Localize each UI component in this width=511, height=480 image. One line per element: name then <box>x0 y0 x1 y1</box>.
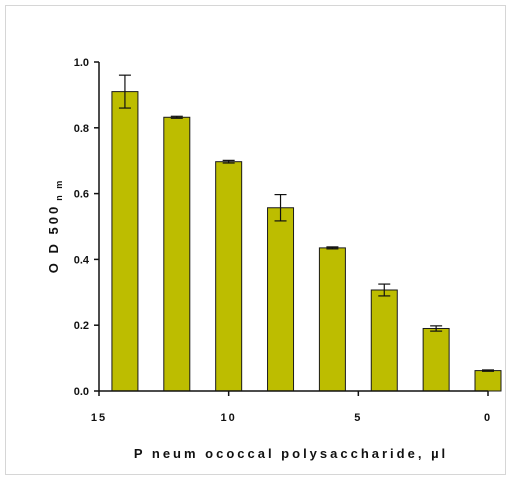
bar-5 <box>370 289 398 392</box>
y-tick-label-3: 0.6 <box>74 189 89 201</box>
bar-4 <box>318 247 346 392</box>
error-bar-1 <box>170 115 183 119</box>
error-bars-layer <box>118 74 494 372</box>
x-tick-label-1: 10 <box>221 412 237 424</box>
error-bar-3 <box>274 193 287 222</box>
bar-3 <box>267 207 295 392</box>
y-axis-title: O D 500 n m <box>46 179 64 273</box>
bar-7 <box>474 370 502 392</box>
bar-6 <box>422 327 450 392</box>
bar-1 <box>163 116 191 392</box>
x-tick-label-0: 15 <box>91 412 107 424</box>
x-tick-label-3: 0 <box>484 412 492 424</box>
error-bar-0 <box>118 74 131 109</box>
y-tick-label-0: 0.0 <box>74 386 89 398</box>
error-bar-2 <box>222 159 235 164</box>
tick-labels-layer: 0.0 0.2 0.4 0.6 0.8 1.0 15 10 5 0 <box>74 57 492 424</box>
error-bar-7 <box>482 369 494 372</box>
axes-layer <box>94 61 489 396</box>
y-tick-label-2: 0.4 <box>74 254 90 266</box>
y-tick-label-4: 0.8 <box>74 123 89 135</box>
error-bar-6 <box>430 325 443 332</box>
y-tick-label-1: 0.2 <box>74 320 89 332</box>
x-axis-title: P neum ococcal polysaccharide, µl <box>134 446 448 461</box>
error-bar-4 <box>326 246 339 250</box>
bar-2 <box>215 161 243 392</box>
x-tick-label-2: 5 <box>354 412 362 424</box>
y-tick-label-5: 1.0 <box>74 57 89 69</box>
chart-frame <box>5 5 506 475</box>
error-bar-5 <box>378 283 391 297</box>
bar-0 <box>111 91 139 392</box>
y-axis-title-main: O D 500 <box>46 204 61 273</box>
y-axis-title-subscript: n m <box>54 179 64 201</box>
bars-layer <box>111 91 502 392</box>
